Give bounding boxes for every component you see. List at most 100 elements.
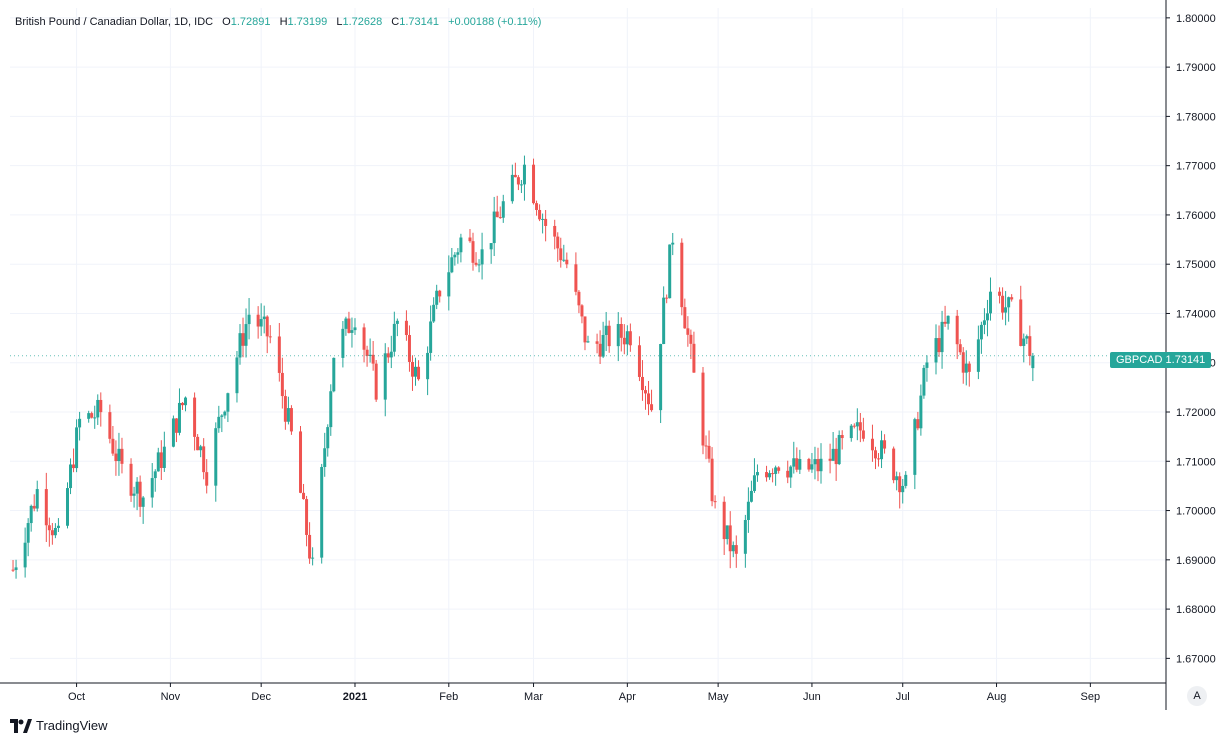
time-tick-label: Nov <box>161 691 181 703</box>
candle-body <box>395 320 399 324</box>
candle-body <box>541 218 545 220</box>
candle-body <box>414 366 418 377</box>
candle-body <box>435 290 439 305</box>
candle-body <box>774 467 778 474</box>
candle-body <box>961 352 965 373</box>
candle-body <box>892 448 896 481</box>
candle-body <box>532 164 536 204</box>
price-tick-label: 1.76000 <box>1176 210 1216 222</box>
candle-body <box>365 349 369 356</box>
candle-body <box>819 458 823 472</box>
brand-name: TradingView <box>36 718 108 733</box>
candle-body <box>519 184 523 186</box>
candle-body <box>459 237 463 253</box>
low-value: 1.72628 <box>342 16 383 28</box>
candle-body <box>471 241 475 263</box>
open-value: 1.72891 <box>230 16 271 28</box>
candle-body <box>777 467 781 471</box>
time-tick-label: Dec <box>251 691 271 703</box>
candle-body <box>69 464 73 489</box>
candle-body <box>998 291 1002 296</box>
candle-body <box>755 472 759 476</box>
candle-body <box>93 417 97 419</box>
candle-body <box>362 327 366 350</box>
price-tick-label: 1.75000 <box>1176 259 1216 271</box>
time-axis[interactable]: Oct Nov Dec 2021 Feb Mar Apr May Jun Jul Aug Sep <box>0 682 1166 703</box>
candle-body <box>153 471 157 479</box>
candle-body <box>108 412 112 439</box>
candle-body <box>129 463 133 496</box>
candle-body <box>958 344 962 353</box>
candle-body <box>199 446 203 451</box>
candle-body <box>1028 336 1032 357</box>
candlestick-series <box>10 155 1166 579</box>
candle-body <box>813 459 817 465</box>
candle-body <box>53 527 57 536</box>
candle-body <box>29 505 33 524</box>
chart-grid <box>10 8 1166 683</box>
candle-body <box>831 448 835 461</box>
candle-body <box>323 448 327 468</box>
candle-body <box>689 334 693 344</box>
candle-body <box>544 218 548 226</box>
candle-body <box>522 164 526 185</box>
candle-body <box>11 569 15 571</box>
candle-body <box>535 203 539 210</box>
low-label: L <box>336 16 343 28</box>
candle-body <box>302 492 306 500</box>
candle-body <box>392 323 396 352</box>
time-tick-label: Mar <box>524 691 543 703</box>
candle-body <box>489 243 493 250</box>
candle-body <box>14 567 18 570</box>
candle-body <box>622 337 626 345</box>
candle-body <box>725 525 729 540</box>
auto-scale-button[interactable]: A <box>1187 686 1207 706</box>
candle-body <box>898 476 902 493</box>
candle-body <box>404 320 408 336</box>
candle-body <box>241 333 245 346</box>
candle-body <box>1010 297 1014 300</box>
candle-body <box>662 297 666 345</box>
candle-body <box>640 376 644 391</box>
candle-body <box>577 291 581 306</box>
candle-body <box>480 249 484 265</box>
price-tag-symbol: GBPCAD <box>1116 354 1163 366</box>
candle-body <box>111 438 115 454</box>
price-tick-label: 1.74000 <box>1176 308 1216 320</box>
candle-body <box>904 474 908 486</box>
candle-body <box>985 313 989 321</box>
change-value: +0.00188 (+0.11%) <box>448 16 542 28</box>
price-tick-label: 1.70000 <box>1176 506 1216 518</box>
time-tick-label: Sep <box>1081 691 1101 703</box>
candle-body <box>177 402 181 433</box>
candle-body <box>665 297 669 299</box>
candle-body <box>686 328 690 335</box>
candle-body <box>710 458 714 502</box>
candle-body <box>855 422 859 427</box>
candle-body <box>883 440 887 449</box>
candle-body <box>350 330 354 333</box>
candle-body <box>722 501 726 540</box>
candle-body <box>156 452 160 472</box>
price-tick-label: 1.80000 <box>1176 13 1216 25</box>
candle-body <box>852 425 856 427</box>
candle-body <box>429 321 433 353</box>
candle-body <box>132 493 136 496</box>
candle-body <box>283 396 287 422</box>
candle-body <box>625 331 629 345</box>
open-label: O <box>222 16 231 28</box>
candle-body <box>305 499 309 535</box>
candle-body <box>196 436 200 451</box>
candle-body <box>637 345 641 377</box>
candle-body <box>56 525 60 528</box>
candle-body <box>743 519 747 554</box>
candle-body <box>583 316 587 343</box>
tradingview-logo[interactable]: TradingView <box>10 718 108 733</box>
candle-body <box>347 318 351 333</box>
candle-body <box>220 415 224 417</box>
plot-area <box>10 8 1166 683</box>
candle-body <box>171 418 175 447</box>
candle-body <box>205 472 209 486</box>
candle-body <box>247 314 251 325</box>
